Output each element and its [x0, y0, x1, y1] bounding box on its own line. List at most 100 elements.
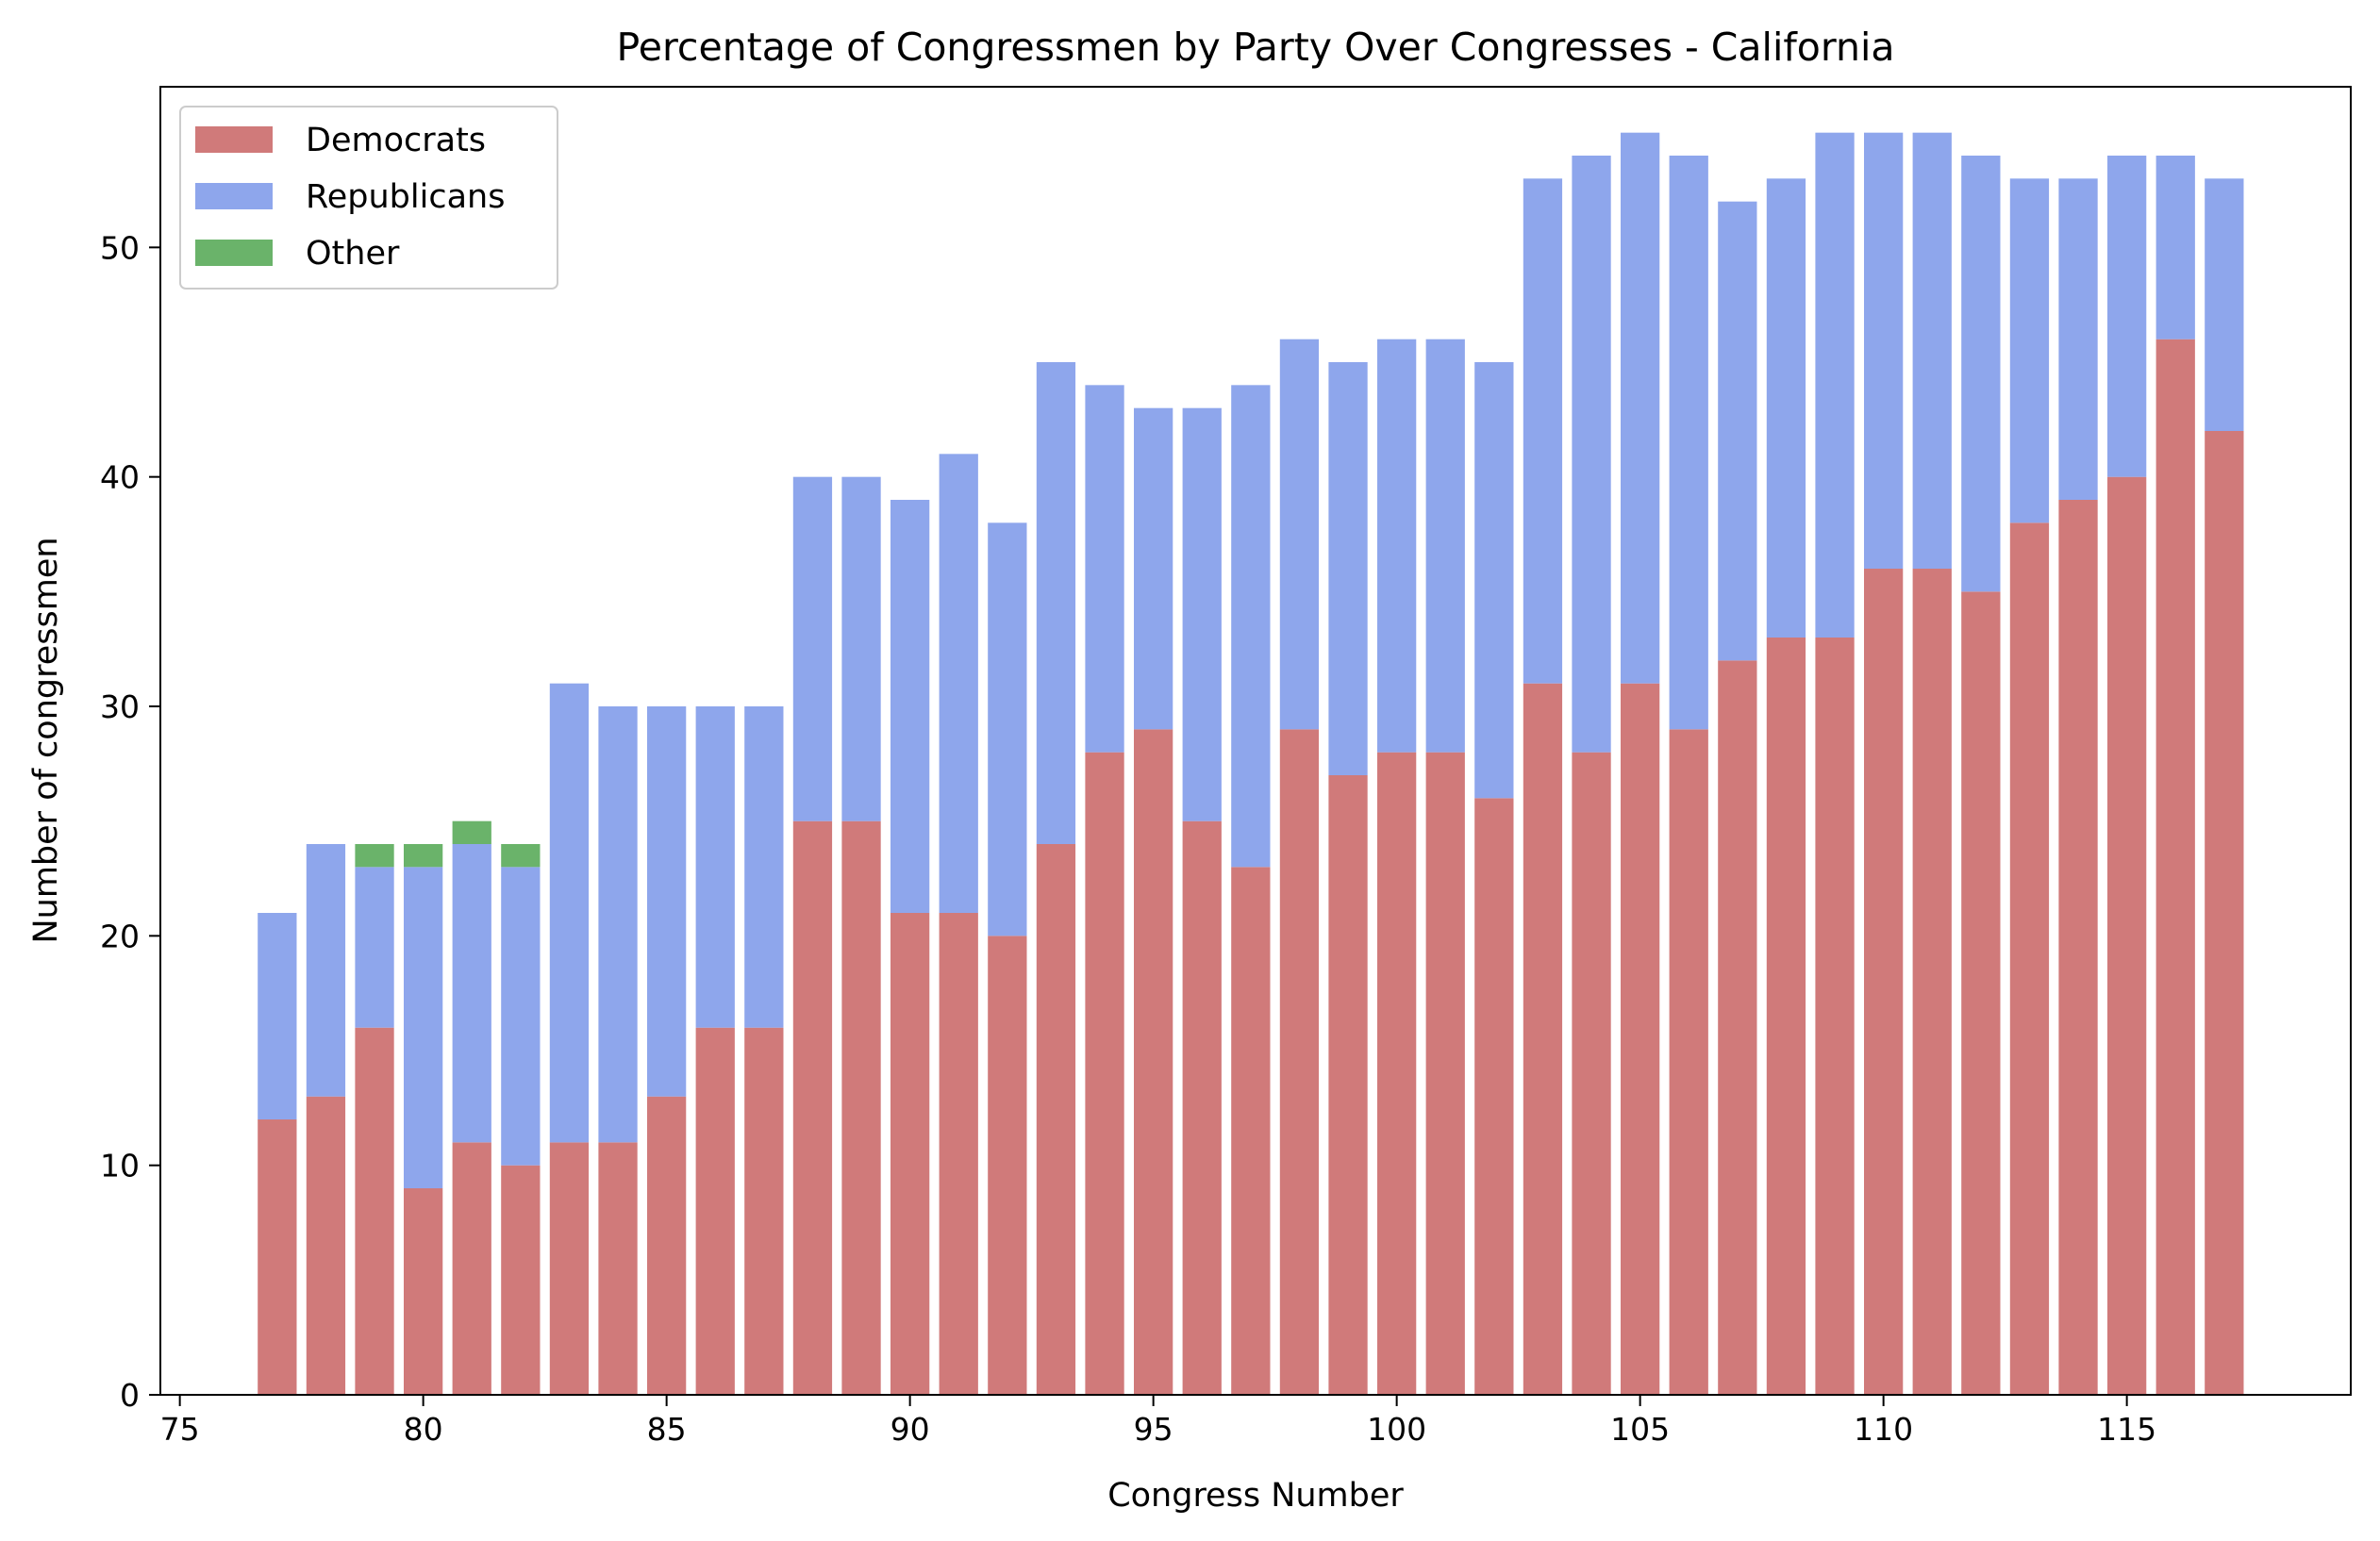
bar-democrats-108: [1766, 638, 1806, 1395]
y-tick-label: 20: [100, 918, 140, 954]
bar-republicans-78: [306, 844, 346, 1097]
plot-frame: [159, 86, 2352, 1396]
bar-republicans-109: [1815, 132, 1855, 638]
bar-republicans-115: [2107, 156, 2147, 477]
bar-democrats-84: [598, 1142, 638, 1395]
bar-republicans-100: [1377, 339, 1417, 753]
bar-democrats-92: [988, 936, 1027, 1395]
bar-republicans-107: [1718, 201, 1757, 661]
legend-label-democrats: Democrats: [306, 122, 486, 159]
bar-republicans-83: [549, 683, 590, 1143]
y-tick-label: 10: [100, 1148, 140, 1185]
bar-democrats-114: [2058, 500, 2098, 1395]
bar-democrats-103: [1523, 683, 1563, 1395]
bar-republicans-80: [404, 867, 443, 1188]
bar-republicans-104: [1572, 156, 1611, 753]
bar-republicans-86: [695, 706, 735, 1028]
x-tick-label: 75: [160, 1411, 200, 1448]
legend-box: [179, 106, 558, 290]
bar-republicans-117: [2205, 178, 2244, 431]
legend-label-other: Other: [306, 235, 400, 273]
bar-democrats-90: [890, 913, 930, 1395]
bar-democrats-112: [1961, 591, 2001, 1395]
bar-democrats-82: [501, 1165, 541, 1395]
bar-republicans-106: [1669, 156, 1708, 730]
bar-democrats-83: [549, 1142, 590, 1395]
x-tick-label: 80: [404, 1411, 443, 1448]
bar-democrats-95: [1134, 729, 1173, 1395]
bar-republicans-87: [744, 706, 784, 1028]
x-tick-label: 105: [1610, 1411, 1670, 1448]
bar-republicans-85: [647, 706, 687, 1097]
bar-democrats-81: [452, 1142, 491, 1395]
bar-republicans-108: [1766, 178, 1806, 638]
bar-democrats-80: [404, 1188, 443, 1395]
bar-republicans-91: [939, 454, 978, 913]
bar-republicans-89: [841, 476, 881, 821]
bar-democrats-89: [841, 820, 881, 1395]
bar-republicans-92: [988, 522, 1027, 936]
bar-democrats-94: [1085, 752, 1124, 1395]
x-tick-label: 90: [890, 1411, 930, 1448]
bar-democrats-98: [1279, 729, 1320, 1395]
bar-republicans-98: [1279, 339, 1320, 730]
chart-title: Percentage of Congressmen by Party Over …: [616, 25, 1894, 70]
x-tick-label: 85: [647, 1411, 687, 1448]
bar-republicans-103: [1523, 178, 1563, 684]
bar-democrats-104: [1572, 752, 1611, 1395]
bar-republicans-110: [1864, 132, 1904, 570]
bar-republicans-95: [1134, 407, 1173, 730]
bar-republicans-99: [1328, 362, 1368, 775]
x-tick-label: 95: [1134, 1411, 1173, 1448]
bar-democrats-116: [2155, 339, 2195, 1395]
legend-label-republicans: Republicans: [306, 178, 505, 216]
bar-other-82: [501, 844, 541, 868]
bar-democrats-97: [1231, 867, 1271, 1395]
bar-republicans-116: [2155, 156, 2195, 340]
bar-democrats-106: [1669, 729, 1708, 1395]
bar-republicans-79: [355, 867, 394, 1028]
bar-republicans-101: [1425, 339, 1465, 753]
bar-republicans-105: [1621, 132, 1660, 684]
bar-republicans-77: [258, 913, 297, 1119]
x-tick-label: 110: [1854, 1411, 1913, 1448]
bar-democrats-105: [1621, 683, 1660, 1395]
bar-democrats-96: [1182, 820, 1222, 1395]
bar-democrats-99: [1328, 775, 1368, 1395]
bar-democrats-91: [939, 913, 978, 1395]
bar-other-81: [452, 820, 491, 844]
bar-democrats-86: [695, 1027, 735, 1395]
y-tick-label: 50: [100, 229, 140, 266]
bar-democrats-110: [1864, 569, 1904, 1395]
bar-republicans-102: [1474, 362, 1514, 799]
y-axis-label: Number of congressmen: [27, 537, 65, 943]
bar-republicans-114: [2058, 178, 2098, 500]
y-axis-ticks: 0 10 20 30 40 50: [100, 229, 160, 1414]
legend-swatch-republicans: [195, 183, 273, 209]
bar-republicans-96: [1182, 407, 1222, 821]
bar-democrats-115: [2107, 476, 2147, 1395]
x-axis-label: Congress Number: [1107, 1477, 1404, 1515]
bar-democrats-93: [1036, 844, 1076, 1395]
bar-democrats-77: [258, 1119, 297, 1395]
bar-republicans-90: [890, 500, 930, 913]
bars-layer: [258, 132, 2244, 1395]
bar-other-79: [355, 844, 394, 868]
bar-republicans-111: [1912, 132, 1952, 570]
bar-republicans-113: [2009, 178, 2050, 523]
bar-democrats-101: [1425, 752, 1465, 1395]
bar-democrats-111: [1912, 569, 1952, 1395]
bar-republicans-93: [1036, 362, 1076, 844]
bar-republicans-81: [452, 844, 491, 1143]
bar-democrats-78: [306, 1096, 346, 1395]
legend-swatch-democrats: [195, 126, 273, 153]
x-tick-label: 115: [2097, 1411, 2156, 1448]
legend-swatch-other: [195, 240, 273, 266]
bar-democrats-87: [744, 1027, 784, 1395]
bar-democrats-102: [1474, 798, 1514, 1395]
y-tick-label: 30: [100, 688, 140, 725]
bar-republicans-82: [501, 867, 541, 1166]
legend: Democrats Republicans Other: [179, 106, 558, 290]
y-tick-label: 40: [100, 459, 140, 496]
